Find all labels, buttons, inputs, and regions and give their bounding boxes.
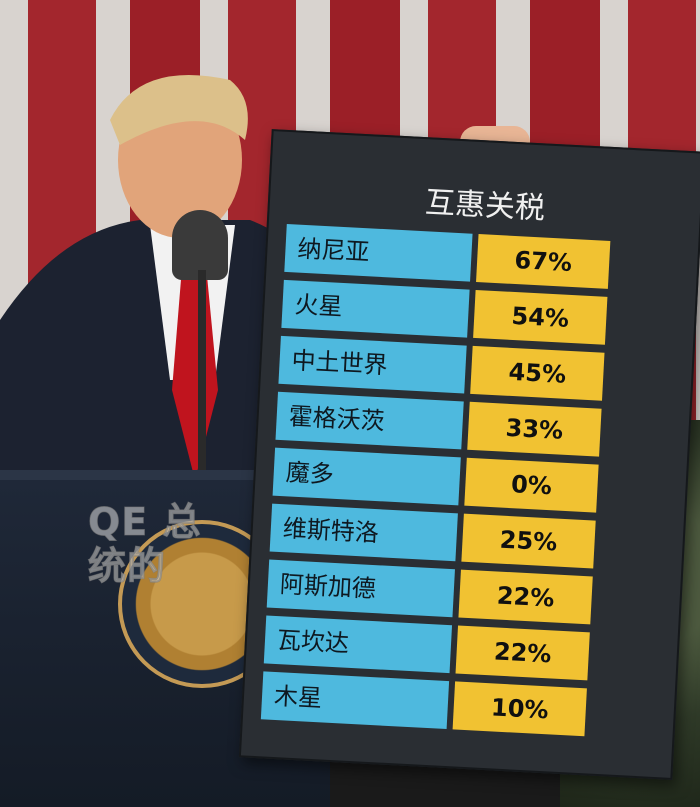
country-cell: 霍格沃茨 <box>275 391 464 450</box>
rate-cell: 22% <box>458 569 593 625</box>
rate-cell: 33% <box>467 401 602 457</box>
watermark-line-2: 统的 <box>88 544 167 589</box>
rate-cell: 45% <box>470 345 605 401</box>
rate-cell: 10% <box>452 681 587 737</box>
rate-cell: 0% <box>464 457 599 513</box>
rate-cell: 54% <box>473 289 608 345</box>
country-cell: 木星 <box>260 671 450 730</box>
watermark-line-1: QE 总 <box>88 500 202 545</box>
rate-cell: 67% <box>476 234 611 289</box>
tariff-table: 纳尼亚 67% 火星 54% 中土世界 45% 霍格沃茨 33% 魔多 0% 维… <box>260 223 678 748</box>
rate-cell: 25% <box>461 513 596 569</box>
country-cell: 瓦坎达 <box>263 615 453 674</box>
table-row: 木星 10% <box>260 671 655 739</box>
rate-cell: 22% <box>455 625 590 681</box>
country-cell: 维斯特洛 <box>269 503 458 562</box>
country-cell: 火星 <box>281 279 470 338</box>
watermark-text: QE 总 统的 <box>88 500 248 589</box>
country-cell: 中土世界 <box>278 335 467 394</box>
country-cell: 魔多 <box>272 447 461 506</box>
country-cell: 阿斯加德 <box>266 559 455 618</box>
speaker-figure <box>0 75 345 620</box>
country-cell: 纳尼亚 <box>284 223 473 282</box>
microphone-stand <box>198 270 206 470</box>
tariff-board: 互惠关税 纳尼亚 67% 火星 54% 中土世界 45% 霍格沃茨 33% 魔多… <box>238 129 700 780</box>
microphone <box>172 210 228 280</box>
